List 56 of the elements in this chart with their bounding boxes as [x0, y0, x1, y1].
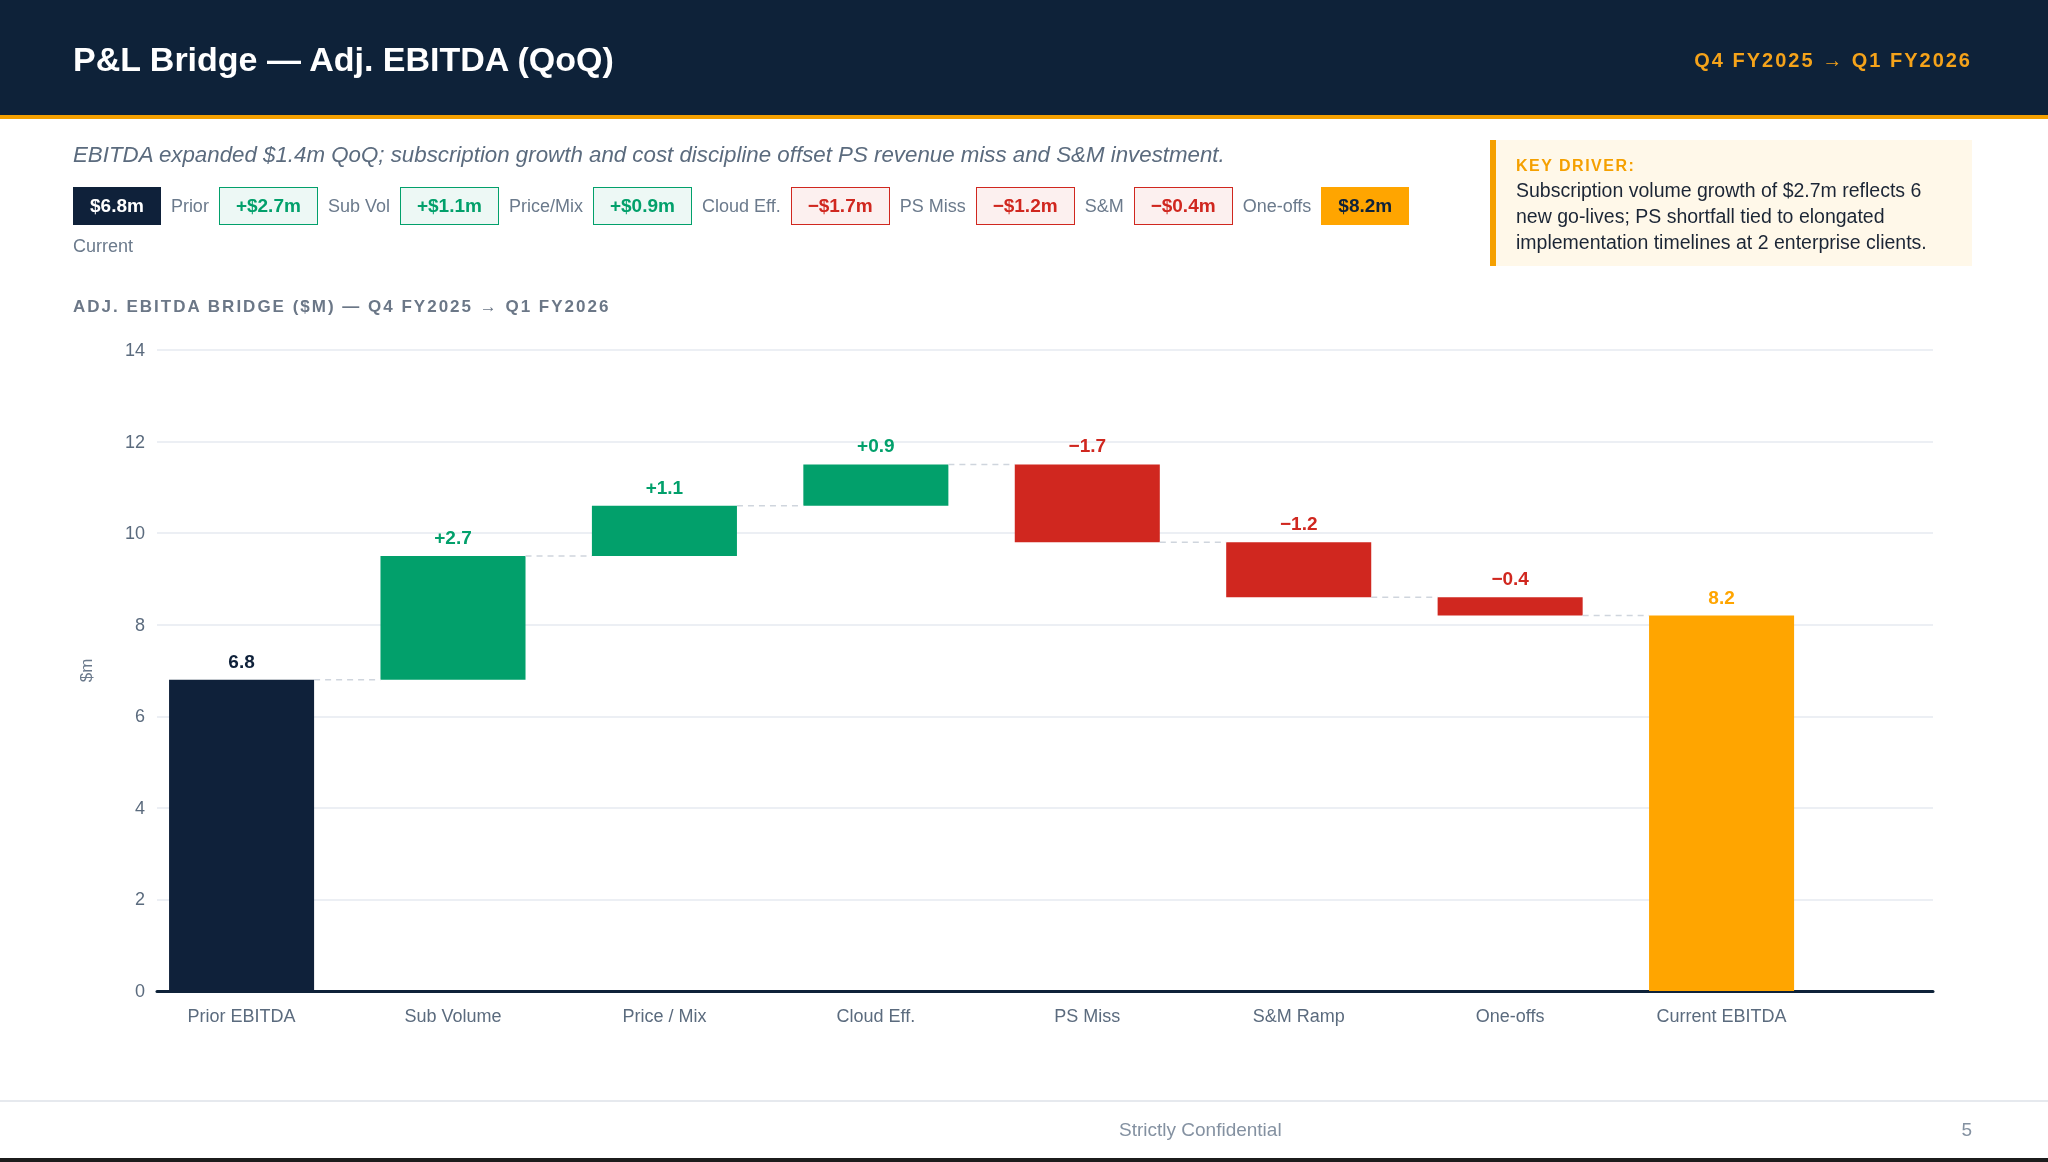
text: Subscription volume growth of $2.7m reflects 6 new go-lives; PS shortfall tied to elongated implementation timelines at 2 enterprise clients. — [1516, 178, 1928, 255]
bar — [1437, 597, 1583, 616]
y-tick-label: 10 — [124, 523, 145, 544]
text: Sub Vol — [327, 195, 390, 217]
data-label: 8.2 — [1708, 586, 1735, 608]
y-tick-label: 12 — [124, 431, 145, 452]
text: 5 — [1961, 1119, 1972, 1141]
y-tick-label: 0 — [134, 981, 145, 1001]
data-label: −1.7 — [1068, 435, 1107, 457]
y-tick-label: 6 — [134, 706, 145, 727]
y-tick-label: 8 — [134, 614, 145, 635]
text: Cloud Eff. — [701, 195, 781, 217]
bar — [380, 556, 526, 680]
data-label: −1.2 — [1279, 513, 1318, 535]
x-tick-label: S&M Ramp — [1252, 1006, 1345, 1026]
text: ADJ. EBITDA BRIDGE ($M) — Q4 FY2025 → Q1 FY2026 — [73, 297, 611, 317]
text: Prior — [170, 195, 209, 217]
x-tick-label: Sub Volume — [404, 1006, 502, 1026]
bar — [591, 505, 737, 557]
chart-subtitle: EBITDA expanded $1.4m QoQ; subscription growth and cost discipline offset PS revenue miss and S&M investment. — [73, 142, 1225, 168]
data-label: −0.4 — [1491, 568, 1530, 590]
x-tick-label: Price / Mix — [622, 1006, 707, 1026]
bar — [1649, 615, 1795, 991]
data-label: +2.7 — [434, 527, 472, 549]
text: $6.8m — [73, 187, 161, 225]
text: +$0.9m — [592, 187, 692, 225]
text: Price/Mix — [508, 195, 583, 217]
y-tick-label: 4 — [134, 797, 145, 818]
text: −$1.7m — [790, 187, 890, 225]
text: Strictly Confidential — [1119, 1119, 1282, 1141]
y-tick-label: 2 — [134, 889, 145, 910]
text: KEY DRIVER: — [1516, 156, 1636, 176]
x-tick-label: Cloud Eff. — [836, 1006, 916, 1026]
data-label: +1.1 — [645, 476, 684, 498]
text: +$2.7m — [218, 187, 318, 225]
text: Q4 FY2025 → Q1 FY2026 — [1694, 49, 1972, 72]
y-tick-label: 14 — [124, 340, 145, 360]
text: −$0.4m — [1133, 187, 1233, 225]
text: $8.2m — [1321, 187, 1410, 225]
data-label: 6.8 — [228, 650, 255, 672]
y-axis-title: $m — [77, 658, 96, 683]
chart-title: P&L Bridge — Adj. EBITDA (QoQ) — [73, 40, 614, 79]
text: +$1.1m — [399, 187, 499, 225]
text: Current — [73, 235, 134, 257]
x-tick-label: Prior EBITDA — [187, 1006, 296, 1026]
text: PS Miss — [899, 195, 966, 217]
bar — [1226, 542, 1372, 598]
text: One-offs — [1242, 195, 1312, 217]
data-label: +0.9 — [857, 435, 895, 457]
bar — [1014, 464, 1160, 543]
x-tick-label: Current EBITDA — [1656, 1006, 1787, 1026]
x-tick-label: PS Miss — [1054, 1006, 1121, 1026]
x-tick-label: One-offs — [1475, 1006, 1545, 1026]
bar — [803, 464, 949, 506]
text: −$1.2m — [975, 187, 1075, 225]
text: S&M — [1084, 195, 1124, 217]
